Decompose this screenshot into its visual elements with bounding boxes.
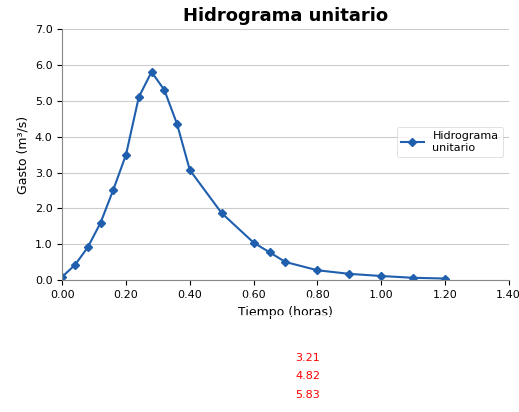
Hidrograma
unitario — [346, 272, 352, 276]
Hidrograma
unitario — [266, 250, 272, 255]
Y-axis label: Gasto (m³/s): Gasto (m³/s) — [16, 115, 29, 194]
Hidrograma
unitario — [442, 276, 448, 281]
Text: 100: 100 — [172, 390, 193, 400]
Text: 240: 240 — [429, 371, 450, 382]
Legend: Hidrograma
unitario: Hidrograma unitario — [397, 127, 503, 157]
Text: 5: 5 — [88, 390, 95, 400]
Line: Hidrograma
unitario: Hidrograma unitario — [60, 69, 447, 281]
Hidrograma
unitario — [251, 240, 257, 245]
Text: 5: 5 — [88, 353, 95, 363]
Text: 5.83: 5.83 — [295, 390, 320, 400]
Text: 160: 160 — [429, 353, 450, 363]
Hidrograma
unitario — [218, 211, 225, 215]
Hidrograma
unitario — [59, 274, 65, 279]
Text: 4.82: 4.82 — [295, 371, 320, 382]
Hidrograma
unitario — [85, 245, 91, 250]
Text: Escurrimiento
m3/s: Escurrimiento m3/s — [269, 321, 346, 342]
Text: Periodo de retorno
años: Periodo de retorno años — [131, 321, 235, 342]
Hidrograma
unitario — [98, 220, 104, 225]
Text: 10: 10 — [176, 353, 190, 363]
Text: 5: 5 — [88, 371, 95, 382]
Hidrograma
unitario — [110, 187, 116, 192]
Hidrograma
unitario — [123, 152, 129, 157]
Text: Intensidad de lluvia
mm/hr: Intensidad de lluvia mm/hr — [385, 321, 494, 342]
Title: Hidrograma unitario: Hidrograma unitario — [183, 7, 388, 24]
Hidrograma
unitario — [72, 262, 78, 267]
Text: Duración
min: Duración min — [66, 321, 116, 342]
Text: 3.21: 3.21 — [295, 353, 320, 363]
Hidrograma
unitario — [314, 268, 320, 273]
X-axis label: Tiempo (horas): Tiempo (horas) — [238, 306, 333, 318]
Hidrograma
unitario — [148, 70, 155, 75]
Hidrograma
unitario — [378, 274, 384, 279]
Hidrograma
unitario — [161, 87, 168, 92]
Text: 50: 50 — [176, 371, 190, 382]
Hidrograma
unitario — [410, 275, 416, 280]
Hidrograma
unitario — [187, 168, 193, 173]
Hidrograma
unitario — [174, 122, 180, 126]
Hidrograma
unitario — [135, 95, 142, 100]
Hidrograma
unitario — [282, 260, 289, 265]
Text: Método Racional: Método Racional — [234, 297, 337, 307]
Text: 290: 290 — [429, 390, 450, 400]
